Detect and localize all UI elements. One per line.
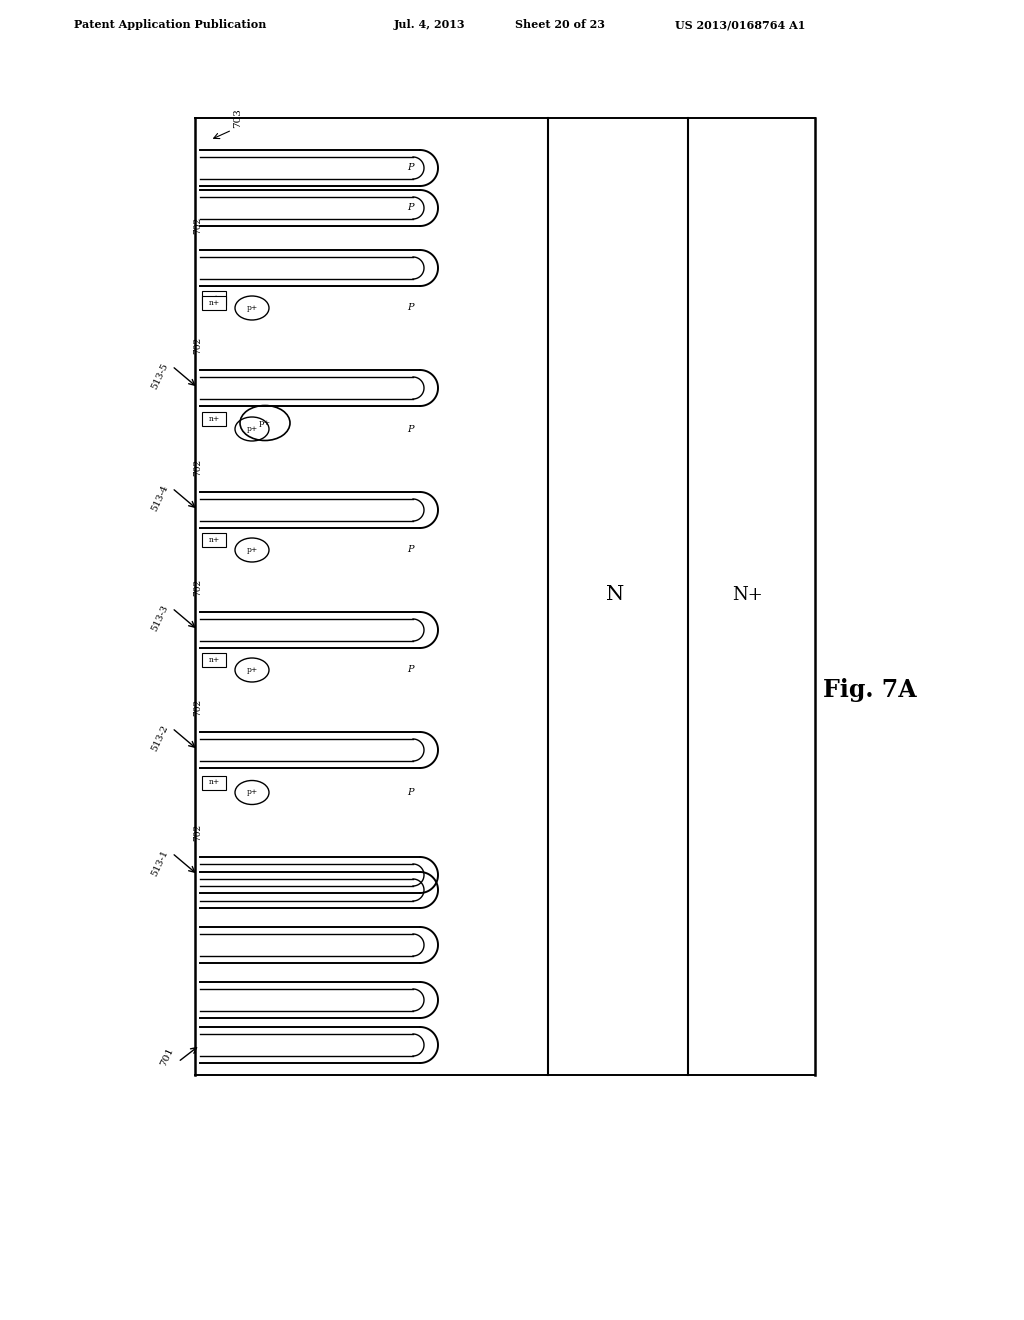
Text: p+: p+: [247, 425, 258, 433]
Text: p+: p+: [247, 304, 258, 312]
Text: P: P: [407, 164, 414, 173]
Text: 513-5: 513-5: [150, 362, 170, 391]
FancyBboxPatch shape: [202, 296, 226, 310]
Text: 513-1: 513-1: [150, 849, 170, 878]
Text: n+: n+: [208, 779, 219, 787]
Text: p+: p+: [247, 546, 258, 554]
Text: Sheet 20 of 23: Sheet 20 of 23: [515, 20, 605, 30]
Text: n+: n+: [208, 656, 219, 664]
Text: Jul. 4, 2013: Jul. 4, 2013: [394, 20, 466, 30]
Text: n+: n+: [208, 536, 219, 544]
Text: 702: 702: [194, 459, 203, 477]
Text: P: P: [407, 304, 414, 313]
Text: p+: p+: [247, 788, 258, 796]
Text: 703: 703: [233, 108, 243, 128]
Text: 702: 702: [194, 824, 203, 841]
Text: 701: 701: [159, 1047, 175, 1068]
Text: 513-4: 513-4: [150, 484, 170, 513]
FancyBboxPatch shape: [202, 533, 226, 546]
Text: 702: 702: [194, 579, 203, 597]
Text: P: P: [407, 425, 414, 433]
Text: N+: N+: [732, 586, 763, 605]
Text: Fig. 7A: Fig. 7A: [823, 678, 916, 702]
Text: n+: n+: [208, 294, 219, 302]
Text: p+: p+: [247, 667, 258, 675]
Text: 702: 702: [194, 216, 203, 234]
FancyBboxPatch shape: [202, 412, 226, 426]
Text: US 2013/0168764 A1: US 2013/0168764 A1: [675, 20, 805, 30]
Text: P: P: [407, 203, 414, 213]
FancyBboxPatch shape: [202, 290, 226, 305]
Text: 702: 702: [194, 337, 203, 354]
Text: Patent Application Publication: Patent Application Publication: [74, 20, 266, 30]
Text: P: P: [407, 788, 414, 797]
FancyBboxPatch shape: [202, 653, 226, 667]
Text: 702: 702: [194, 698, 203, 715]
Text: P: P: [407, 665, 414, 675]
Text: p+: p+: [259, 418, 271, 426]
Text: n+: n+: [208, 414, 219, 422]
Text: N: N: [606, 586, 624, 605]
Text: 513-3: 513-3: [150, 605, 170, 634]
FancyBboxPatch shape: [202, 776, 226, 789]
Text: 513-2: 513-2: [150, 723, 170, 754]
Text: n+: n+: [208, 300, 219, 308]
Text: P: P: [407, 545, 414, 554]
